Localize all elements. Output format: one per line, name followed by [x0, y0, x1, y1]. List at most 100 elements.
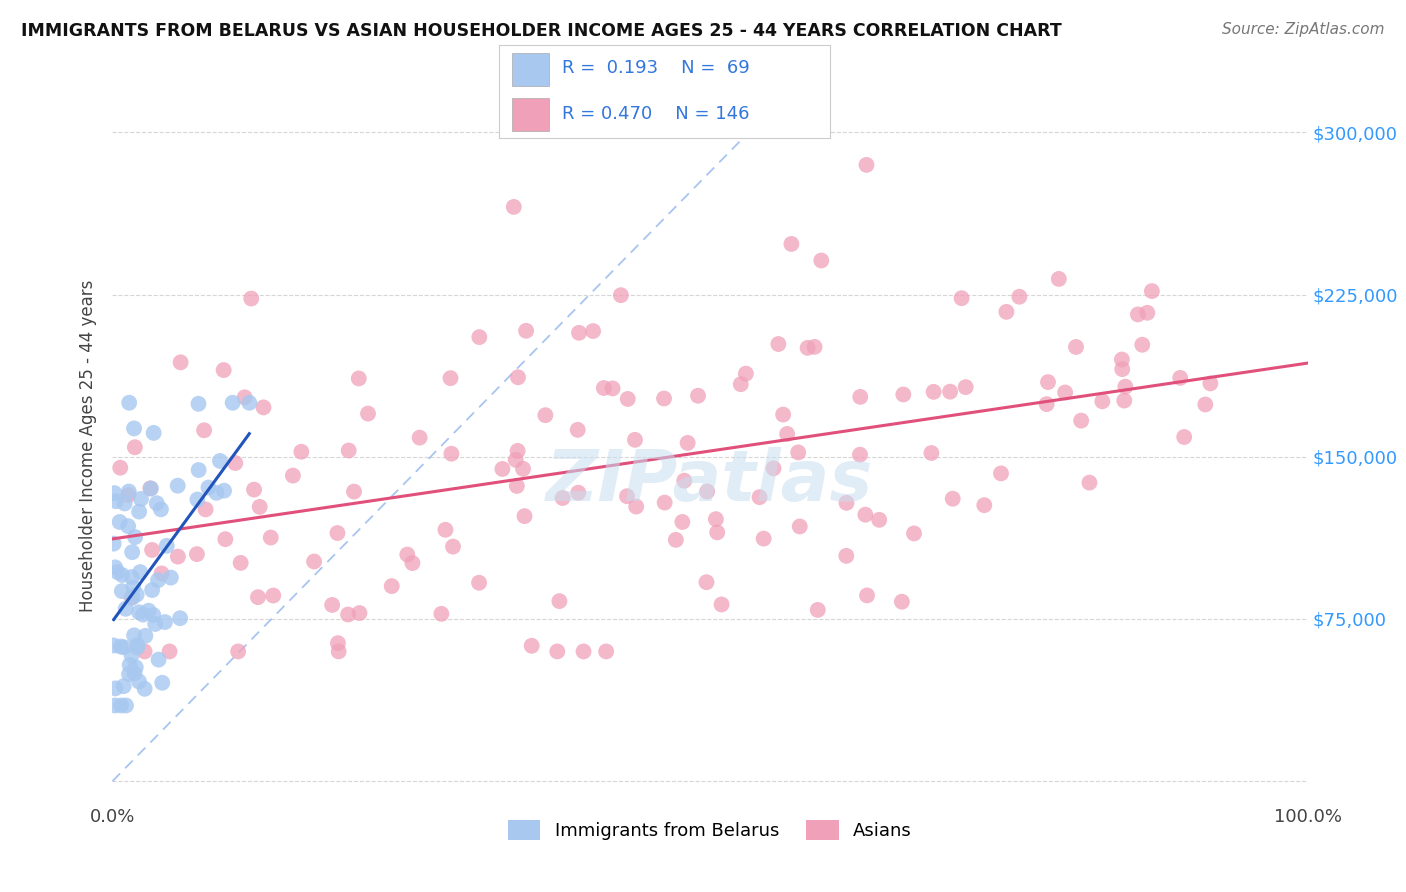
Point — [520, 639, 543, 653]
Point — [132, 607, 155, 622]
Point — [125, 660, 148, 674]
Point — [1173, 430, 1195, 444]
Point — [1140, 284, 1163, 298]
Point — [357, 407, 380, 421]
Point — [752, 532, 775, 546]
Point — [226, 644, 249, 658]
Point — [110, 460, 132, 475]
Point — [567, 423, 589, 437]
Point — [942, 491, 965, 506]
Point — [890, 595, 912, 609]
Point — [121, 570, 143, 584]
Point — [142, 607, 165, 622]
Point — [347, 371, 370, 385]
Point — [121, 545, 143, 559]
Point — [114, 496, 136, 510]
Point — [434, 523, 457, 537]
Point — [104, 698, 127, 713]
Point — [903, 526, 925, 541]
Point — [796, 341, 818, 355]
Point — [1008, 290, 1031, 304]
Point — [734, 367, 756, 381]
Point — [990, 467, 1012, 481]
Point — [118, 396, 141, 410]
Point — [710, 598, 733, 612]
Point — [468, 330, 491, 344]
Point — [150, 566, 173, 581]
Point — [787, 445, 810, 459]
Point — [125, 588, 148, 602]
Point — [534, 408, 557, 422]
Point — [439, 371, 461, 385]
Point — [115, 698, 138, 713]
Text: Source: ZipAtlas.com: Source: ZipAtlas.com — [1222, 22, 1385, 37]
Point — [127, 638, 149, 652]
Point — [134, 681, 156, 696]
Point — [159, 644, 181, 658]
Point — [107, 565, 129, 579]
Point — [169, 355, 191, 369]
Point — [118, 484, 141, 499]
Point — [762, 461, 785, 475]
Point — [138, 604, 160, 618]
Point — [166, 478, 188, 492]
Point — [229, 556, 252, 570]
Point — [922, 384, 945, 399]
Point — [197, 481, 219, 495]
Point — [1078, 475, 1101, 490]
Point — [1035, 397, 1057, 411]
Point — [891, 387, 914, 401]
Point — [835, 496, 858, 510]
Point — [468, 575, 491, 590]
Point — [212, 483, 235, 498]
Point — [704, 512, 727, 526]
Point — [780, 236, 803, 251]
Point — [849, 448, 872, 462]
Point — [548, 594, 571, 608]
Point — [127, 640, 149, 655]
Point — [169, 611, 191, 625]
Point — [214, 532, 236, 546]
Point — [772, 408, 794, 422]
Point — [233, 390, 256, 404]
Point — [118, 667, 141, 681]
Point — [853, 508, 876, 522]
Point — [103, 486, 125, 500]
Point — [240, 292, 263, 306]
Point — [768, 337, 790, 351]
Point — [160, 571, 183, 585]
Point — [955, 380, 977, 394]
Point — [568, 326, 591, 340]
Point — [104, 681, 127, 696]
Point — [396, 548, 419, 562]
Point — [835, 549, 858, 563]
Point — [973, 498, 995, 512]
Point — [868, 513, 890, 527]
Point — [1054, 385, 1077, 400]
Text: R =  0.193    N =  69: R = 0.193 N = 69 — [562, 60, 749, 78]
Point — [652, 392, 675, 406]
Point — [337, 607, 360, 622]
Point — [262, 589, 284, 603]
Point — [343, 484, 366, 499]
Point — [187, 463, 209, 477]
Point — [224, 456, 246, 470]
Point — [920, 446, 942, 460]
Point — [1091, 394, 1114, 409]
Point — [326, 636, 349, 650]
Point — [111, 584, 134, 599]
Point — [673, 474, 696, 488]
Point — [110, 698, 132, 713]
Point — [582, 324, 605, 338]
Point — [441, 540, 464, 554]
Point — [408, 431, 430, 445]
Point — [167, 549, 190, 564]
Point — [221, 396, 243, 410]
Point — [321, 598, 343, 612]
Point — [1130, 337, 1153, 351]
Point — [252, 401, 274, 415]
Point — [290, 444, 312, 458]
Point — [112, 679, 135, 693]
Point — [148, 652, 170, 666]
Point — [810, 253, 832, 268]
